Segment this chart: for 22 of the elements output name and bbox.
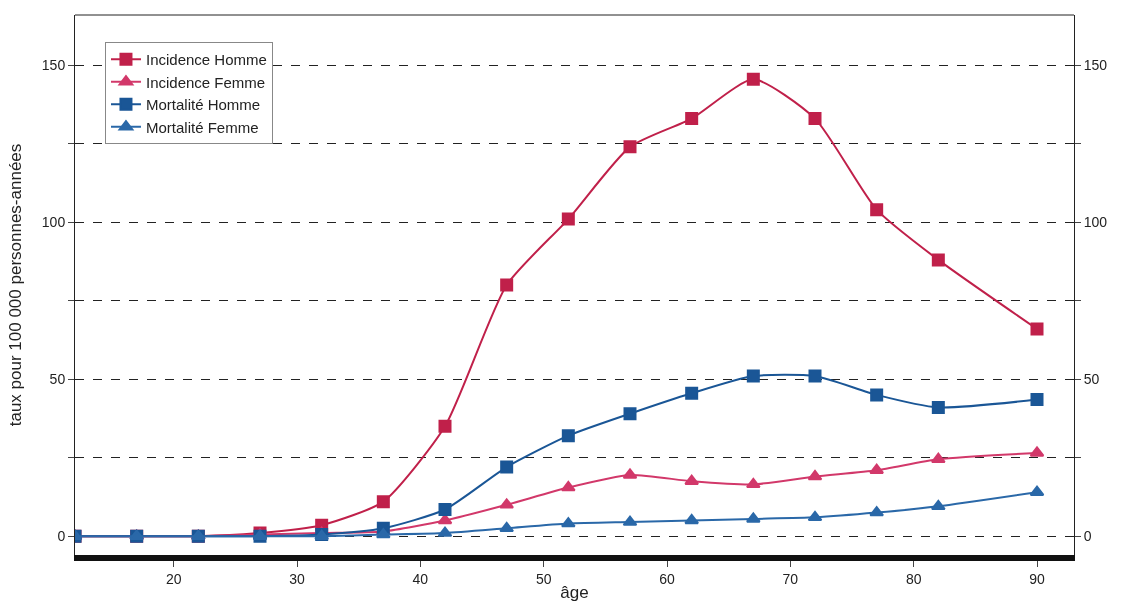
legend-label: Mortalité Femme (145, 118, 259, 136)
legend-label: Mortalité Homme (145, 96, 261, 114)
y-tick-label: 150 (41, 57, 66, 74)
x-tick-label: 30 (289, 570, 305, 587)
legend-label: Incidence Homme (145, 51, 267, 69)
y2-tick-label: 0 (1083, 528, 1092, 545)
x-axis-title: âge (560, 582, 589, 602)
y-axis-title: taux pour 100 000 personnes-années (6, 143, 26, 427)
x-tick-label: 60 (659, 570, 675, 587)
x-tick-label: 70 (782, 570, 799, 587)
y-tick-label: 100 (41, 214, 66, 231)
y2-tick-label: 100 (1083, 214, 1108, 231)
y-tick-label: 50 (49, 371, 66, 388)
x-tick-label: 80 (905, 570, 922, 587)
x-tick-label: 40 (412, 570, 429, 587)
y2-tick-label: 150 (1083, 57, 1108, 74)
y2-tick-label: 50 (1083, 371, 1100, 388)
x-tick-label: 90 (1029, 570, 1045, 587)
legend-label: Incidence Femme (145, 73, 266, 91)
y-tick-label: 0 (57, 528, 66, 545)
x-tick-label: 20 (165, 570, 182, 587)
x-tick-label: 50 (535, 570, 552, 587)
